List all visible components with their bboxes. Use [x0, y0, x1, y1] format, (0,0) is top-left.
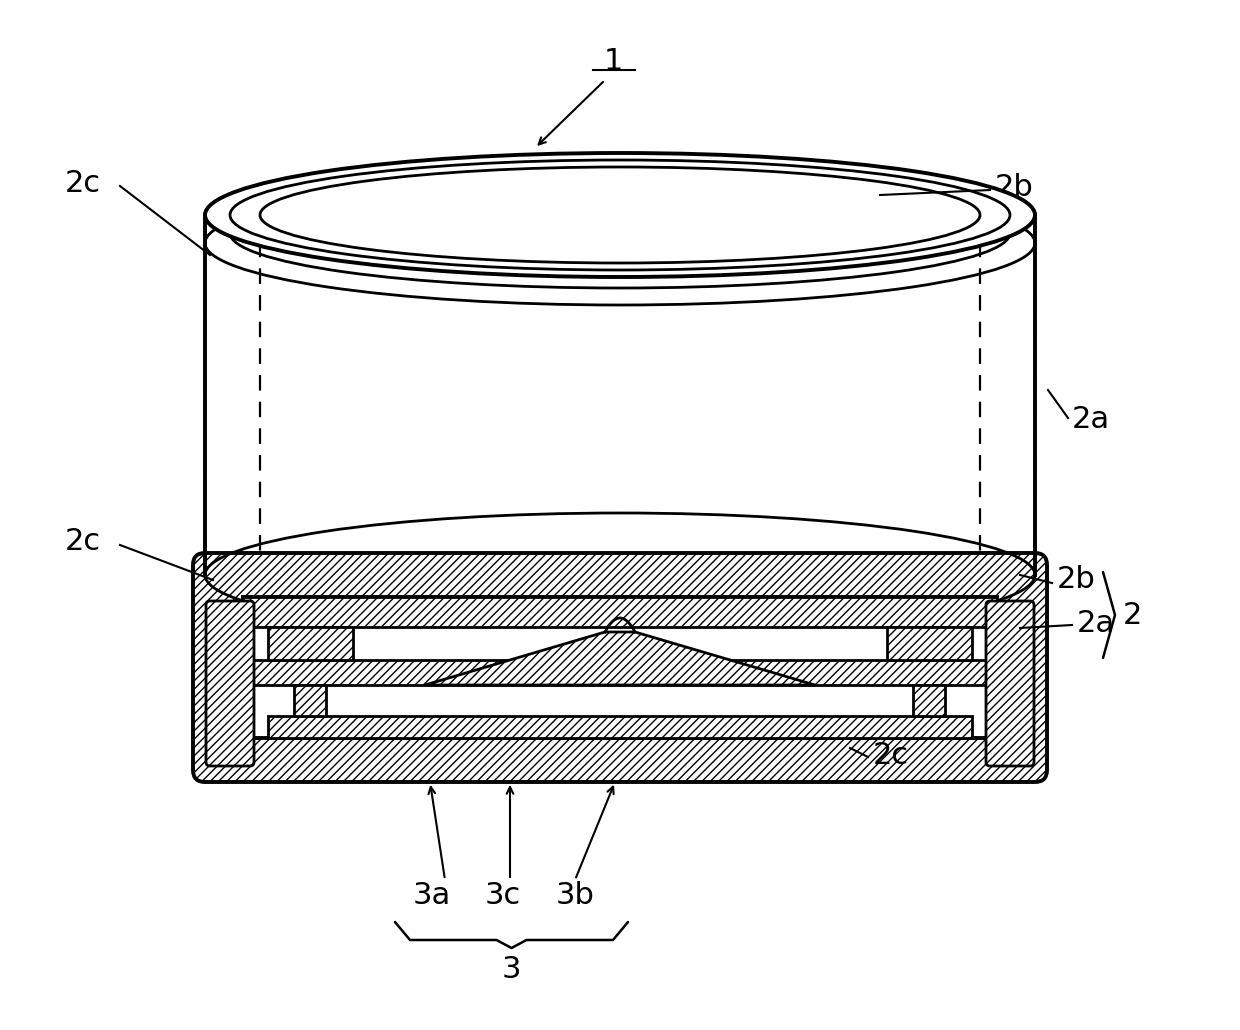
Ellipse shape [229, 160, 1011, 270]
Text: 3a: 3a [413, 881, 451, 909]
Text: 3b: 3b [556, 881, 594, 909]
Bar [268, 716, 972, 739]
Bar [887, 627, 972, 660]
Text: 2a: 2a [1073, 406, 1110, 435]
Bar [913, 685, 945, 716]
Text: 2b: 2b [1056, 565, 1096, 594]
Text: 1: 1 [604, 47, 622, 76]
FancyBboxPatch shape [206, 600, 254, 766]
Ellipse shape [260, 167, 980, 263]
Bar [243, 597, 997, 627]
Bar [243, 597, 997, 739]
Text: 3: 3 [502, 956, 521, 985]
Ellipse shape [205, 153, 1035, 277]
FancyBboxPatch shape [193, 553, 1047, 782]
Text: 2c: 2c [64, 169, 102, 198]
Text: 3c: 3c [485, 881, 521, 909]
Text: 2b: 2b [994, 173, 1034, 203]
Bar [268, 627, 353, 660]
Text: 2: 2 [1123, 600, 1142, 629]
Bar [294, 685, 326, 716]
Text: 2a: 2a [1078, 609, 1115, 638]
FancyBboxPatch shape [986, 600, 1034, 766]
Bar [243, 660, 997, 685]
Text: 2c: 2c [873, 741, 909, 769]
Text: 2c: 2c [64, 527, 102, 556]
Polygon shape [425, 632, 815, 685]
